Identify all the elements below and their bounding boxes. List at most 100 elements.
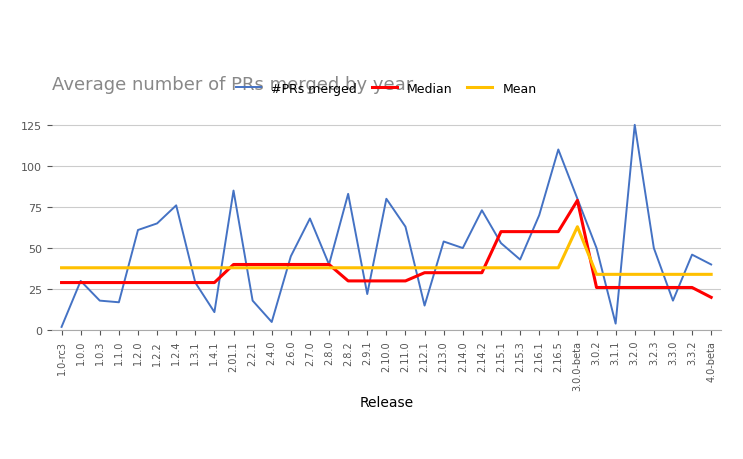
Mean	[611, 272, 620, 278]
#PRs merged	[77, 279, 85, 284]
Median	[478, 270, 487, 276]
Mean	[363, 265, 372, 271]
Median	[210, 280, 219, 285]
#PRs merged	[707, 262, 716, 268]
Mean	[535, 265, 544, 271]
#PRs merged	[554, 147, 562, 153]
Mean	[286, 265, 295, 271]
#PRs merged	[210, 310, 219, 315]
#PRs merged	[114, 300, 123, 305]
Median	[191, 280, 200, 285]
Text: Average number of PRs merged by year: Average number of PRs merged by year	[52, 76, 413, 94]
Median	[305, 262, 314, 268]
#PRs merged	[401, 224, 410, 230]
#PRs merged	[382, 196, 391, 202]
Mean	[630, 272, 639, 278]
Mean	[248, 265, 257, 271]
#PRs merged	[172, 203, 181, 209]
#PRs merged	[325, 262, 334, 268]
#PRs merged	[516, 257, 525, 263]
Line: #PRs merged: #PRs merged	[62, 126, 711, 327]
Mean	[267, 265, 276, 271]
Median	[458, 270, 467, 276]
Median	[535, 230, 544, 235]
Mean	[554, 265, 562, 271]
Mean	[57, 265, 66, 271]
#PRs merged	[573, 196, 582, 202]
#PRs merged	[134, 228, 143, 233]
Median	[325, 262, 334, 268]
Mean	[114, 265, 123, 271]
Median	[152, 280, 161, 285]
#PRs merged	[439, 239, 448, 245]
#PRs merged	[363, 291, 372, 297]
Median	[439, 270, 448, 276]
Median	[592, 285, 601, 291]
Median	[420, 270, 429, 276]
#PRs merged	[458, 246, 467, 251]
Median	[707, 295, 716, 301]
#PRs merged	[496, 241, 505, 246]
Median	[630, 285, 639, 291]
Median	[382, 279, 391, 284]
Mean	[573, 224, 582, 230]
#PRs merged	[267, 319, 276, 325]
Mean	[325, 265, 334, 271]
Mean	[496, 265, 505, 271]
Median	[669, 285, 678, 291]
Mean	[210, 265, 219, 271]
Median	[649, 285, 658, 291]
Mean	[401, 265, 410, 271]
Median	[57, 280, 66, 285]
Mean	[172, 265, 181, 271]
Median	[611, 285, 620, 291]
#PRs merged	[649, 246, 658, 251]
Mean	[478, 265, 487, 271]
Median	[687, 285, 696, 291]
#PRs merged	[611, 321, 620, 327]
Median	[401, 279, 410, 284]
#PRs merged	[286, 254, 295, 259]
#PRs merged	[152, 221, 161, 227]
#PRs merged	[535, 213, 544, 218]
Mean	[420, 265, 429, 271]
Median	[95, 280, 104, 285]
Median	[496, 230, 505, 235]
Mean	[134, 265, 143, 271]
Line: Median: Median	[62, 201, 711, 298]
Mean	[669, 272, 678, 278]
Mean	[687, 272, 696, 278]
#PRs merged	[478, 208, 487, 213]
Mean	[439, 265, 448, 271]
X-axis label: Release: Release	[360, 396, 413, 409]
Line: Mean: Mean	[62, 227, 711, 275]
Median	[267, 262, 276, 268]
Median	[229, 262, 238, 268]
Mean	[77, 265, 85, 271]
Mean	[95, 265, 104, 271]
Median	[554, 230, 562, 235]
Median	[344, 279, 353, 284]
#PRs merged	[630, 123, 639, 129]
Mean	[649, 272, 658, 278]
Median	[172, 280, 181, 285]
#PRs merged	[305, 216, 314, 222]
Legend: #PRs merged, Median, Mean: #PRs merged, Median, Mean	[231, 78, 542, 101]
Mean	[458, 265, 467, 271]
Mean	[305, 265, 314, 271]
Mean	[191, 265, 200, 271]
Median	[286, 262, 295, 268]
Median	[114, 280, 123, 285]
#PRs merged	[687, 252, 696, 258]
Median	[248, 262, 257, 268]
Median	[516, 230, 525, 235]
Mean	[592, 272, 601, 278]
Median	[573, 198, 582, 204]
#PRs merged	[191, 280, 200, 285]
#PRs merged	[344, 192, 353, 197]
#PRs merged	[229, 188, 238, 194]
Median	[134, 280, 143, 285]
Median	[77, 280, 85, 285]
Mean	[516, 265, 525, 271]
#PRs merged	[420, 303, 429, 308]
